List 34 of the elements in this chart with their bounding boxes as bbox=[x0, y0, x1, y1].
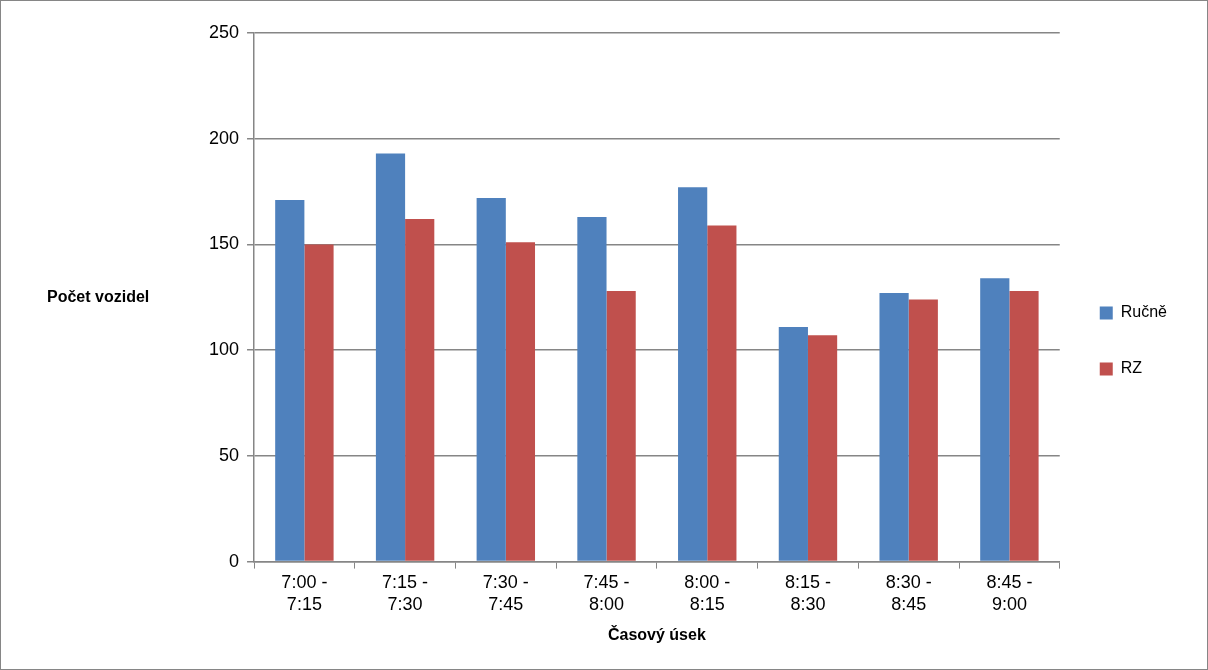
x-tick-label: 7:45 - 8:00 bbox=[583, 572, 630, 614]
x-axis-title: Časový úsek bbox=[607, 624, 706, 643]
y-tick-label: 50 bbox=[219, 444, 240, 465]
bar bbox=[304, 244, 334, 561]
bar bbox=[275, 200, 305, 561]
bar bbox=[375, 153, 406, 561]
y-axis-title: Počet vozidel bbox=[47, 287, 150, 305]
bar bbox=[980, 278, 1010, 561]
bar bbox=[476, 197, 506, 561]
x-tick-label: 7:00 - 7:15 bbox=[281, 572, 328, 614]
x-tick-label: 8:15 - 8:30 bbox=[784, 572, 831, 614]
bar bbox=[879, 293, 909, 561]
x-tick-label: 8:30 - 8:45 bbox=[885, 572, 932, 614]
bar bbox=[1009, 290, 1039, 561]
x-tick-label: 7:15 - 7:30 bbox=[382, 572, 429, 614]
bar bbox=[908, 299, 938, 561]
y-tick-label: 150 bbox=[208, 233, 240, 254]
bar bbox=[405, 219, 435, 561]
bar bbox=[606, 290, 636, 561]
x-tick-label: 7:30 - 7:45 bbox=[482, 572, 529, 614]
bar bbox=[807, 335, 838, 561]
y-tick-label: 100 bbox=[208, 339, 240, 360]
legend-label: Ručně bbox=[1120, 303, 1168, 321]
y-tick-label: 250 bbox=[208, 21, 240, 42]
bar bbox=[505, 242, 536, 561]
bar bbox=[778, 326, 808, 561]
bar bbox=[577, 216, 607, 561]
x-tick-label: 8:45 - 9:00 bbox=[986, 572, 1033, 614]
x-tick-label: 8:00 - 8:15 bbox=[684, 572, 731, 614]
bar bbox=[678, 187, 708, 561]
legend-label: RZ bbox=[1120, 359, 1143, 377]
y-tick-label: 0 bbox=[229, 550, 240, 571]
bar bbox=[707, 225, 737, 561]
y-tick-label: 200 bbox=[208, 127, 240, 148]
